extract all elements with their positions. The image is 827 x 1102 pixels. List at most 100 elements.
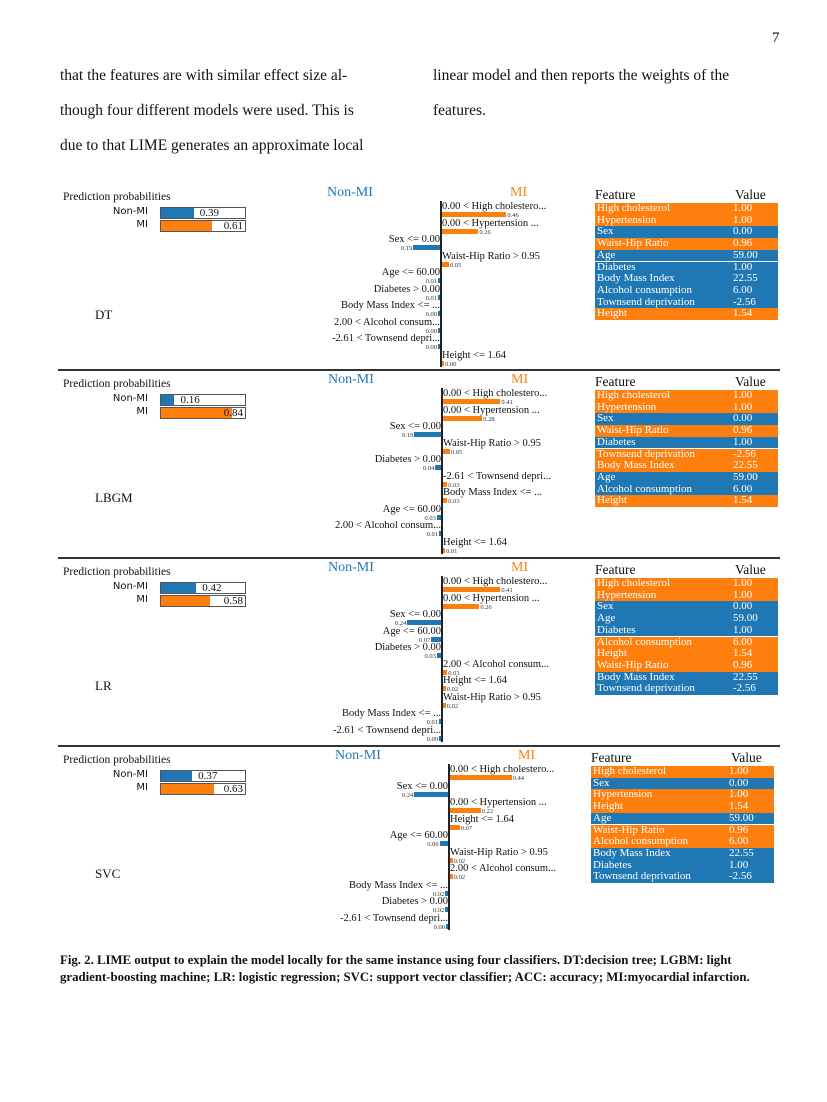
weight-label: 0.02: [453, 874, 466, 881]
probability-bar: 0.58: [160, 595, 246, 607]
feature-name: Waist-Hip Ratio: [597, 424, 669, 437]
probability-value: 0.84: [223, 407, 243, 419]
feature-condition: Waist-Hip Ratio > 0.95: [442, 250, 540, 262]
feature-condition: Diabetes > 0.00: [373, 283, 440, 295]
probability-value: 0.58: [223, 595, 243, 607]
weight-bar: [443, 686, 446, 691]
weight-bar: [450, 775, 512, 780]
feature-value: 0.00: [733, 600, 753, 613]
feature-condition: 2.00 < Alcohol consum...: [334, 316, 440, 328]
feature-condition: -2.61 < Townsend depri...: [333, 724, 441, 736]
probability-label: MI: [136, 594, 148, 605]
probability-bar: 0.61: [160, 220, 246, 232]
feature-condition: -2.61 < Townsend depri...: [340, 912, 448, 924]
weight-bar: [439, 735, 441, 741]
prediction-probabilities-title: Prediction probabilities: [63, 566, 171, 578]
feature-value: 0.96: [733, 424, 753, 437]
weight-label: 0.01: [426, 531, 438, 538]
weight-bar: [446, 923, 448, 929]
lime-panel-dt: Prediction probabilities Non-MI 0.39 MI 0.61…: [0, 185, 827, 372]
feature-condition: -2.61 < Townsend depri...: [332, 333, 440, 344]
zero-axis: [448, 764, 450, 930]
text-line: features.: [433, 102, 486, 119]
feature-value: 0.00: [733, 412, 753, 425]
weight-bar: [443, 415, 483, 421]
weight-label: 0.00: [425, 311, 437, 318]
probability-fill: [161, 596, 210, 606]
class-header-non-mi: Non-MI: [327, 185, 373, 200]
feature-name: High cholesterol: [597, 202, 671, 214]
feature-value-row: Townsend deprivation -2.56: [595, 447, 778, 461]
weight-bar: [443, 498, 448, 503]
class-header-non-mi: Non-MI: [335, 748, 381, 763]
weight-label: 0.05: [450, 261, 462, 269]
weight-label: 0.19: [401, 245, 413, 252]
feature-value: 0.96: [733, 658, 753, 671]
feature-name: Body Mass Index: [597, 272, 675, 285]
class-header-mi: MI: [510, 185, 528, 200]
feature-value-row: Diabetes 1.00: [591, 858, 774, 872]
feature-value: 1.54: [733, 494, 753, 507]
table-header-feature: Feature: [595, 562, 636, 577]
feature-name: Diabetes: [597, 260, 636, 273]
feature-value: 22.55: [733, 459, 758, 472]
feature-condition: Age <= 60.00: [382, 625, 441, 637]
weight-label: 0.00: [425, 327, 437, 335]
weight-label: 0.19: [402, 432, 414, 439]
text-line: due to that LIME generates an approximat…: [60, 137, 364, 154]
feature-value: 59.00: [733, 470, 758, 483]
probability-value: 0.16: [180, 394, 200, 406]
feature-value: 0.00: [733, 225, 753, 238]
weight-bar: [439, 719, 441, 724]
feature-value: 1.00: [733, 623, 753, 636]
weight-label: 0.03: [448, 498, 460, 505]
feature-value: 6.00: [733, 482, 753, 495]
feature-value-row: Townsend deprivation -2.56: [595, 683, 778, 695]
weight-label: 0.07: [460, 824, 473, 832]
probability-label: Non-MI: [112, 581, 148, 592]
feature-value: 1.00: [733, 202, 753, 214]
feature-name: Townsend deprivation: [597, 447, 695, 460]
weight-label: 0.22: [481, 808, 494, 815]
feature-value-row: Hypertension 1.00: [591, 789, 774, 802]
probability-label: Non-MI: [112, 393, 148, 404]
weight-bar: [439, 531, 441, 536]
probability-bar: 0.37: [160, 770, 246, 782]
feature-condition: Body Mass Index <= ...: [348, 879, 448, 891]
weight-bar: [413, 245, 440, 250]
feature-condition: 0.00 < Hypertension ...: [442, 217, 539, 229]
feature-value-row: Age 59.00: [591, 812, 774, 825]
feature-value-row: Height 1.54: [595, 495, 778, 507]
weight-label: 0.28: [483, 415, 495, 423]
feature-condition: 0.00 < High cholestero...: [443, 576, 548, 587]
feature-name: Sex: [597, 412, 614, 425]
weight-label: 0.24: [395, 620, 407, 627]
probability-fill: [161, 408, 232, 418]
weight-bar: [443, 669, 448, 675]
feature-value-row: Waist-Hip Ratio 0.96: [595, 658, 778, 672]
feature-condition: Height <= 1.64: [443, 536, 508, 548]
feature-condition: Diabetes > 0.00: [374, 454, 441, 465]
feature-name: Height: [593, 800, 623, 813]
feature-value: -2.56: [733, 682, 756, 695]
feature-value-row: Diabetes 1.00: [595, 436, 778, 449]
class-header-non-mi: Non-MI: [328, 372, 374, 387]
probability-fill: [161, 221, 213, 231]
feature-condition: 0.00 < High cholestero...: [443, 388, 548, 399]
weight-bar: [443, 603, 480, 609]
weight-label: 0.07: [418, 636, 431, 644]
feature-value-row: Hypertension 1.00: [595, 214, 778, 227]
feature-name: Townsend deprivation: [597, 682, 695, 695]
weight-label: 0.00: [445, 360, 457, 368]
feature-condition: Waist-Hip Ratio > 0.95: [443, 437, 541, 449]
class-header-mi: MI: [511, 560, 529, 575]
feature-name: High cholesterol: [593, 765, 667, 777]
feature-name: Waist-Hip Ratio: [597, 237, 669, 250]
feature-value: 1.00: [729, 858, 749, 871]
feature-value-row: Waist-Hip Ratio 0.96: [595, 237, 778, 250]
table-header-feature: Feature: [595, 374, 636, 389]
feature-value-row: Hypertension 1.00: [595, 401, 778, 414]
feature-value-row: High cholesterol 1.00: [595, 202, 778, 215]
feature-value: 1.00: [733, 577, 753, 589]
